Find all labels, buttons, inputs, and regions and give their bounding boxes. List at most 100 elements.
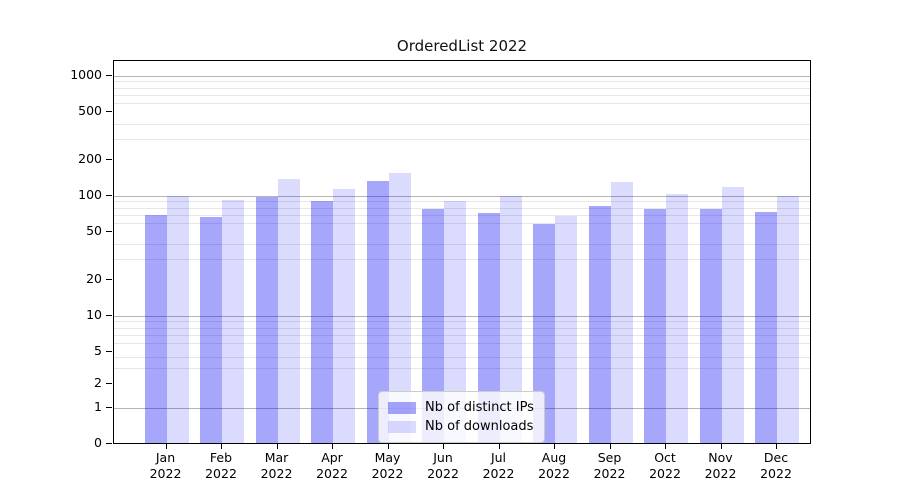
x-tick-label: Sep 2022 bbox=[593, 450, 626, 481]
x-tick-label: Jul 2022 bbox=[482, 450, 515, 481]
gridline-minor bbox=[114, 321, 810, 323]
x-tick bbox=[276, 444, 278, 449]
x-tick bbox=[387, 444, 389, 449]
gridline-minor bbox=[114, 214, 810, 216]
x-tick-label: Oct 2022 bbox=[649, 450, 681, 481]
gridline-minor bbox=[114, 201, 810, 203]
x-tick bbox=[554, 444, 555, 449]
bar-distinct-ips bbox=[366, 181, 389, 443]
y-tick bbox=[106, 383, 112, 384]
bar-downloads bbox=[555, 216, 577, 443]
legend-swatch-distinct-ips bbox=[388, 401, 416, 414]
x-tick bbox=[443, 444, 444, 449]
legend-row-distinct-ips: Nb of distinct IPs bbox=[388, 398, 534, 417]
legend-row-downloads: Nb of downloads bbox=[388, 417, 534, 436]
x-tick bbox=[221, 444, 222, 449]
x-tick bbox=[776, 444, 777, 449]
bar-distinct-ips bbox=[311, 200, 333, 443]
y-tick-label: 500 bbox=[78, 103, 102, 119]
gridline-minor bbox=[114, 123, 810, 125]
gridline-major bbox=[114, 76, 810, 77]
bar-downloads bbox=[721, 186, 744, 443]
gridline-major bbox=[114, 316, 810, 317]
y-tick-label: 10 bbox=[86, 307, 102, 322]
x-tick-label: Feb 2022 bbox=[205, 450, 237, 481]
legend-swatch-downloads bbox=[388, 420, 416, 433]
gridline-minor bbox=[114, 342, 810, 344]
gridline-minor bbox=[114, 368, 810, 370]
gridline-minor bbox=[114, 258, 810, 260]
gridline-minor bbox=[114, 81, 810, 83]
legend: Nb of distinct IPs Nb of downloads bbox=[378, 391, 545, 443]
gridline-minor bbox=[114, 243, 810, 245]
gridline-minor bbox=[114, 87, 810, 89]
bar-downloads bbox=[444, 201, 466, 443]
x-tick-label: Nov 2022 bbox=[704, 450, 737, 481]
y-tick bbox=[106, 231, 112, 233]
bar-distinct-ips bbox=[644, 208, 666, 443]
bar-distinct-ips bbox=[533, 224, 555, 443]
bar-downloads bbox=[666, 193, 688, 443]
y-tick-label: 200 bbox=[78, 150, 102, 166]
x-tick-label: Dec 2022 bbox=[760, 450, 792, 481]
bar-distinct-ips bbox=[255, 197, 278, 443]
bar-distinct-ips bbox=[144, 214, 167, 443]
x-tick-label: Mar 2022 bbox=[260, 450, 293, 481]
y-tick bbox=[106, 407, 112, 408]
y-tick-label: 1 bbox=[94, 399, 102, 414]
legend-label-distinct-ips: Nb of distinct IPs bbox=[425, 400, 534, 415]
y-tick bbox=[106, 158, 112, 160]
y-tick bbox=[106, 75, 112, 76]
bar-distinct-ips bbox=[477, 213, 500, 443]
x-tick bbox=[332, 444, 333, 449]
bar-distinct-ips bbox=[588, 206, 611, 443]
bar-downloads bbox=[499, 196, 522, 443]
x-tick-label: Jan 2022 bbox=[149, 450, 182, 481]
bar-downloads bbox=[777, 196, 799, 443]
gridline-major bbox=[114, 196, 810, 197]
gridline-minor bbox=[114, 207, 810, 209]
gridline-minor bbox=[114, 94, 810, 96]
bar-downloads bbox=[166, 196, 189, 443]
y-tick-label: 50 bbox=[86, 223, 102, 239]
y-tick bbox=[106, 443, 112, 444]
bar-downloads bbox=[388, 173, 411, 443]
x-tick bbox=[498, 444, 500, 449]
gridline-minor bbox=[114, 334, 810, 336]
y-tick bbox=[106, 195, 112, 196]
y-tick-label: 0 bbox=[94, 435, 102, 450]
y-tick-label: 100 bbox=[78, 187, 102, 202]
y-tick-label: 1000 bbox=[70, 67, 102, 82]
bar-distinct-ips bbox=[755, 211, 777, 443]
bar-downloads bbox=[333, 189, 355, 443]
y-tick-label: 20 bbox=[86, 270, 102, 286]
bar-distinct-ips bbox=[200, 216, 222, 443]
chart-title: OrderedList 2022 bbox=[396, 37, 528, 55]
y-tick bbox=[106, 351, 112, 353]
y-tick bbox=[106, 315, 112, 316]
x-tick-label: Apr 2022 bbox=[316, 450, 348, 481]
bar-distinct-ips bbox=[422, 208, 444, 443]
x-tick bbox=[665, 444, 666, 449]
y-tick bbox=[106, 111, 112, 113]
bar-downloads bbox=[610, 181, 633, 443]
x-tick-label: Jun 2022 bbox=[427, 450, 459, 481]
y-tick bbox=[106, 278, 112, 280]
y-tick-label: 2 bbox=[94, 375, 102, 390]
gridline-minor bbox=[114, 356, 810, 358]
bar-downloads bbox=[277, 178, 300, 443]
y-tick-label: 5 bbox=[94, 343, 102, 359]
x-tick bbox=[720, 444, 722, 449]
gridline-minor bbox=[114, 327, 810, 329]
gridline-minor bbox=[114, 138, 810, 140]
bar-distinct-ips bbox=[699, 208, 722, 443]
x-tick bbox=[165, 444, 167, 449]
legend-label-downloads: Nb of downloads bbox=[425, 419, 534, 434]
plot-area bbox=[113, 60, 811, 444]
x-tick-label: Aug 2022 bbox=[538, 450, 570, 481]
gridline-minor bbox=[114, 102, 810, 104]
gridline-minor bbox=[114, 222, 810, 224]
bar-downloads bbox=[222, 199, 244, 443]
x-tick-label: May 2022 bbox=[371, 450, 404, 481]
